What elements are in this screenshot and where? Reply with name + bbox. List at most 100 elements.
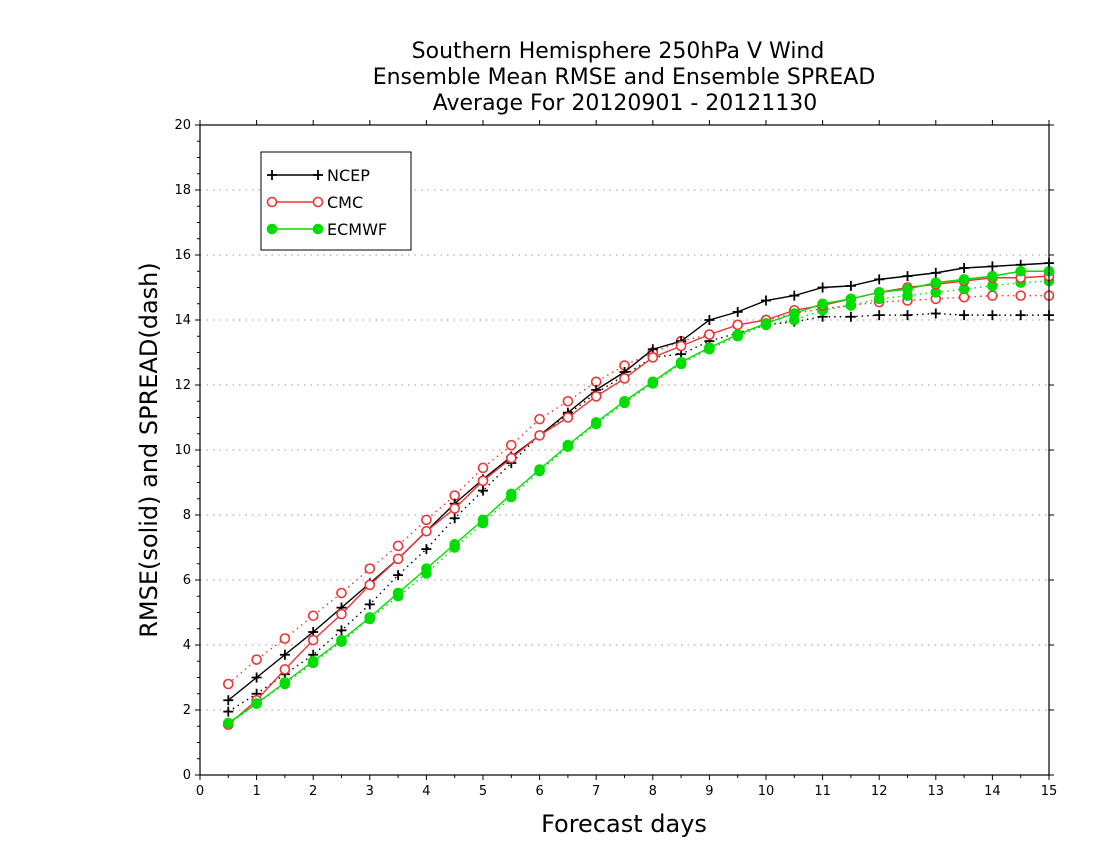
point-ncep-spread bbox=[364, 599, 375, 610]
point-ncep-rmse bbox=[874, 274, 885, 285]
point-ecmwf-rmse bbox=[421, 563, 432, 574]
y-axis-title: RMSE(solid) and SPREAD(dash) bbox=[135, 262, 163, 638]
point-ncep-spread bbox=[959, 310, 970, 321]
legend-box bbox=[260, 151, 412, 251]
y-tick-label: 0 bbox=[183, 768, 191, 783]
point-cmc-rmse bbox=[477, 475, 489, 487]
point-cmc-spread bbox=[251, 654, 262, 665]
point-ncep-spread bbox=[874, 310, 885, 321]
point-ecmwf-rmse bbox=[732, 329, 744, 340]
point-ecmwf-rmse bbox=[392, 587, 404, 599]
point-cmc-spread bbox=[505, 439, 517, 451]
point-cmc-rmse bbox=[364, 579, 376, 591]
point-cmc-rmse bbox=[449, 503, 461, 514]
series-line-ecmwf-spread bbox=[227, 280, 1050, 726]
point-ncep-spread bbox=[930, 308, 941, 319]
series-line-ncep-rmse bbox=[227, 262, 1050, 701]
x-tick-label: 0 bbox=[196, 784, 204, 799]
series-line-cmc-rmse bbox=[227, 275, 1050, 726]
point-cmc-rmse bbox=[421, 525, 432, 537]
legend-marker bbox=[312, 196, 324, 208]
point-ecmwf-rmse bbox=[845, 293, 857, 305]
point-ncep-spread bbox=[845, 311, 856, 322]
x-tick-label: 3 bbox=[366, 784, 374, 799]
x-tick-label: 11 bbox=[814, 784, 831, 799]
x-tick-label: 12 bbox=[871, 784, 888, 799]
legend-item-cmc: CMC bbox=[266, 193, 363, 212]
series-cmc-rmse bbox=[223, 270, 1055, 730]
point-ecmwf-rmse bbox=[873, 287, 885, 298]
y-tick-label: 10 bbox=[174, 443, 191, 458]
point-ecmwf-rmse bbox=[506, 488, 517, 500]
point-ecmwf-rmse bbox=[449, 538, 461, 550]
y-tick-label: 6 bbox=[183, 573, 191, 588]
series-line-ecmwf-rmse bbox=[227, 270, 1049, 724]
x-tick-label: 7 bbox=[592, 784, 600, 799]
point-ecmwf-rmse bbox=[534, 464, 545, 475]
point-cmc-spread bbox=[421, 514, 432, 526]
point-ncep-rmse bbox=[817, 282, 828, 293]
series-ncep-spread bbox=[223, 308, 1054, 717]
x-tick-label: 1 bbox=[252, 784, 260, 799]
legend-label: ECMWF bbox=[327, 220, 387, 239]
y-tick-label: 14 bbox=[174, 313, 191, 328]
x-tick-label: 14 bbox=[984, 784, 1001, 799]
point-cmc-rmse bbox=[732, 319, 744, 331]
point-ecmwf-rmse bbox=[647, 376, 659, 388]
point-cmc-spread bbox=[987, 290, 998, 301]
grid-lines bbox=[200, 189, 1049, 711]
title-line-1: Southern Hemisphere 250hPa V Wind bbox=[412, 39, 825, 64]
point-ecmwf-rmse bbox=[307, 655, 319, 667]
point-ecmwf-rmse bbox=[930, 277, 942, 288]
point-ecmwf-rmse bbox=[675, 356, 687, 368]
point-cmc-rmse bbox=[534, 430, 545, 441]
legend: NCEP CMC ECMWF bbox=[260, 151, 412, 251]
point-ecmwf-rmse bbox=[958, 274, 970, 285]
point-ncep-rmse bbox=[789, 290, 800, 301]
series-ncep-rmse bbox=[223, 258, 1054, 706]
point-ecmwf-rmse bbox=[279, 677, 291, 688]
point-ecmwf-rmse bbox=[760, 317, 772, 329]
x-tick-label: 8 bbox=[649, 784, 657, 799]
point-ecmwf-rmse bbox=[619, 395, 630, 407]
legend-item-ncep: NCEP bbox=[267, 166, 370, 185]
point-cmc-spread bbox=[1015, 290, 1027, 301]
point-ecmwf-rmse bbox=[1015, 265, 1027, 277]
point-ncep-rmse bbox=[959, 263, 970, 273]
y-tick-label: 4 bbox=[183, 638, 191, 653]
point-ncep-spread bbox=[421, 544, 432, 555]
point-ncep-spread bbox=[393, 570, 404, 581]
point-cmc-rmse bbox=[619, 373, 630, 384]
point-cmc-rmse bbox=[647, 352, 659, 363]
y-tick-label: 18 bbox=[174, 183, 191, 198]
point-cmc-spread bbox=[279, 633, 291, 644]
point-ecmwf-rmse bbox=[251, 698, 262, 709]
x-tick-label: 6 bbox=[535, 784, 543, 799]
point-cmc-spread bbox=[562, 395, 574, 407]
point-ncep-spread bbox=[223, 706, 234, 717]
point-ncep-rmse bbox=[845, 280, 856, 291]
point-ncep-spread bbox=[336, 625, 347, 636]
point-ecmwf-rmse bbox=[336, 634, 347, 646]
point-cmc-spread bbox=[223, 678, 234, 690]
x-tick-label: 2 bbox=[309, 784, 317, 799]
point-ecmwf-rmse bbox=[364, 612, 376, 623]
point-ecmwf-rmse bbox=[704, 342, 715, 353]
point-ecmwf-rmse bbox=[987, 270, 998, 282]
x-axis-title: Forecast days bbox=[541, 810, 707, 838]
legend-marker bbox=[266, 223, 278, 235]
series-layer bbox=[223, 258, 1055, 730]
point-ncep-rmse bbox=[223, 695, 234, 706]
series-line-cmc-spread bbox=[227, 294, 1049, 685]
legend-marker bbox=[312, 223, 324, 235]
point-ncep-rmse bbox=[704, 315, 715, 325]
point-cmc-spread bbox=[307, 610, 319, 622]
point-cmc-rmse bbox=[336, 608, 347, 620]
legend-label: NCEP bbox=[327, 166, 370, 185]
point-cmc-rmse bbox=[307, 634, 319, 646]
x-tick-label: 4 bbox=[422, 784, 430, 799]
point-cmc-rmse bbox=[392, 553, 404, 565]
point-cmc-spread bbox=[534, 413, 545, 425]
title-line-2: Ensemble Mean RMSE and Ensemble SPREAD bbox=[373, 65, 876, 90]
